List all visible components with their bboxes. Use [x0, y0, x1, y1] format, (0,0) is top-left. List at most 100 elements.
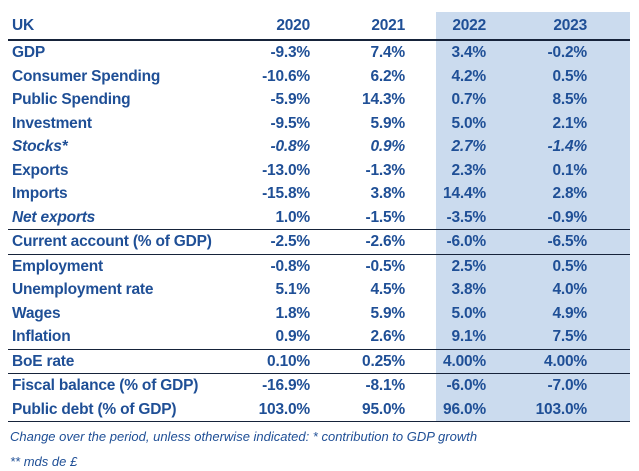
year-header-2023: 2023 — [533, 12, 630, 39]
row-label: Unemployment rate — [12, 281, 154, 298]
cell-value: 2.5% — [436, 254, 533, 278]
cell-value: -0.8% — [270, 138, 311, 155]
cell-value: -9.3% — [270, 44, 311, 61]
cell-value: 0.1% — [533, 158, 630, 182]
cell-value: 103.0% — [533, 397, 630, 421]
table-row: Public debt (% of GDP) 103.0% 95.0% 96.0% 10… — [8, 397, 630, 422]
cell-value: 9.1% — [436, 325, 533, 349]
year-header-2020: 2020 — [276, 17, 310, 34]
cell-value: 2.7% — [436, 135, 533, 159]
cell-value: 4.0% — [533, 278, 630, 302]
row-label: Fiscal balance (% of GDP) — [12, 377, 199, 394]
cell-value: 7.4% — [370, 44, 405, 61]
cell-value: -9.5% — [270, 114, 311, 132]
cell-value: 3.4% — [436, 41, 533, 65]
table-row: Exports -13.0% -1.3% 2.3% 0.1% — [8, 158, 630, 182]
cell-value: 6.2% — [370, 67, 405, 85]
cell-value: 2.3% — [436, 158, 533, 182]
cell-value: -6.0% — [436, 374, 533, 398]
cell-value: -6.0% — [436, 230, 533, 254]
cell-value: 5.0% — [436, 301, 533, 325]
row-label: Public Spending — [12, 91, 131, 108]
cell-value: -1.4% — [533, 135, 630, 159]
table-row: Stocks* -0.8% 0.9% 2.7% -1.4% — [8, 135, 630, 159]
row-label: Consumer Spending — [12, 67, 161, 85]
cell-value: 4.2% — [436, 64, 533, 88]
cell-value: 2.1% — [533, 111, 630, 135]
cell-value: -7.0% — [533, 374, 630, 398]
cell-value: 5.1% — [275, 281, 310, 298]
row-label: Current account (% of GDP) — [12, 233, 212, 250]
cell-value: 3.8% — [436, 278, 533, 302]
cell-value: -2.6% — [365, 233, 406, 250]
table-row: Investment -9.5% 5.9% 5.0% 2.1% — [8, 111, 630, 135]
cell-value: 7.5% — [533, 325, 630, 349]
row-label: Inflation — [12, 328, 71, 345]
cell-value: 14.4% — [436, 182, 533, 206]
table-row: Current account (% of GDP) -2.5% -2.6% -6.0… — [8, 230, 630, 255]
table-row: Wages 1.8% 5.9% 5.0% 4.9% — [8, 301, 630, 325]
cell-value: 4.9% — [533, 301, 630, 325]
cell-value: 103.0% — [258, 400, 311, 418]
table-row: BoE rate 0.10% 0.25% 4.00% 4.00% — [8, 349, 630, 374]
row-label: GDP — [12, 44, 45, 61]
cell-value: 0.9% — [275, 328, 310, 345]
cell-value: 4.00% — [436, 349, 533, 373]
cell-value: 1.0% — [275, 208, 310, 226]
cell-value: -3.5% — [436, 205, 533, 229]
cell-value: -10.6% — [262, 67, 310, 85]
row-label: Stocks* — [12, 138, 68, 155]
row-label: Imports — [12, 185, 68, 202]
table-row: Public Spending -5.9% 14.3% 0.7% 8.5% — [8, 88, 630, 112]
cell-value: 0.7% — [436, 88, 533, 112]
table-title-country: UK — [12, 17, 34, 34]
cell-value: 0.5% — [533, 64, 630, 88]
economic-indicators-table: UK 2020 2021 2022 2023 GDP -9.3% 7.4% 3.4% -0.2… — [8, 12, 630, 422]
year-header-2021: 2021 — [371, 17, 405, 34]
cell-value: -5.9% — [270, 91, 311, 108]
footnote-change-over-period: Change over the period, unless otherwise… — [10, 429, 478, 444]
cell-value: 2.6% — [370, 328, 405, 345]
cell-value: 14.3% — [362, 91, 405, 108]
cell-value: -13.0% — [262, 161, 310, 179]
table-row: Fiscal balance (% of GDP) -16.9% -8.1% -6.0… — [8, 374, 630, 398]
cell-value: 0.9% — [370, 138, 405, 155]
footnote-mds-de-pounds: ** mds de £ — [10, 454, 78, 469]
cell-value: 5.0% — [436, 111, 533, 135]
row-label: Investment — [12, 114, 92, 132]
table-body: GDP -9.3% 7.4% 3.4% -0.2% Consumer Spending -1… — [8, 41, 630, 422]
cell-value: 95.0% — [362, 400, 405, 418]
row-label: Wages — [12, 304, 61, 322]
cell-value: -2.5% — [270, 233, 311, 250]
table-row: GDP -9.3% 7.4% 3.4% -0.2% — [8, 41, 630, 65]
cell-value: -0.8% — [270, 257, 311, 275]
cell-value: 8.5% — [533, 88, 630, 112]
table-row: Imports -15.8% 3.8% 14.4% 2.8% — [8, 182, 630, 206]
row-label: Employment — [12, 257, 104, 275]
cell-value: -15.8% — [262, 185, 310, 202]
cell-value: 1.8% — [275, 304, 310, 322]
table-footnotes: Change over the period, unless otherwise… — [10, 429, 630, 470]
year-header-2022: 2022 — [436, 12, 533, 39]
cell-value: 3.8% — [370, 185, 405, 202]
cell-value: 5.9% — [370, 304, 405, 322]
table-row: Unemployment rate 5.1% 4.5% 3.8% 4.0% — [8, 278, 630, 302]
table-header-row: UK 2020 2021 2022 2023 — [8, 12, 630, 41]
row-label: Public debt (% of GDP) — [12, 400, 177, 418]
table-row: Inflation 0.9% 2.6% 9.1% 7.5% — [8, 325, 630, 350]
row-label: BoE rate — [12, 352, 75, 370]
table-row: Net exports 1.0% -1.5% -3.5% -0.9% — [8, 205, 630, 230]
cell-value: -0.2% — [533, 41, 630, 65]
cell-value: -0.9% — [533, 205, 630, 229]
cell-value: 0.10% — [267, 352, 310, 370]
cell-value: -16.9% — [262, 377, 310, 394]
row-label: Exports — [12, 161, 69, 179]
cell-value: 5.9% — [370, 114, 405, 132]
cell-value: 96.0% — [436, 397, 533, 421]
table-row: Consumer Spending -10.6% 6.2% 4.2% 0.5% — [8, 64, 630, 88]
cell-value: -8.1% — [365, 377, 406, 394]
cell-value: -1.5% — [365, 208, 406, 226]
cell-value: -0.5% — [365, 257, 406, 275]
cell-value: 2.8% — [533, 182, 630, 206]
